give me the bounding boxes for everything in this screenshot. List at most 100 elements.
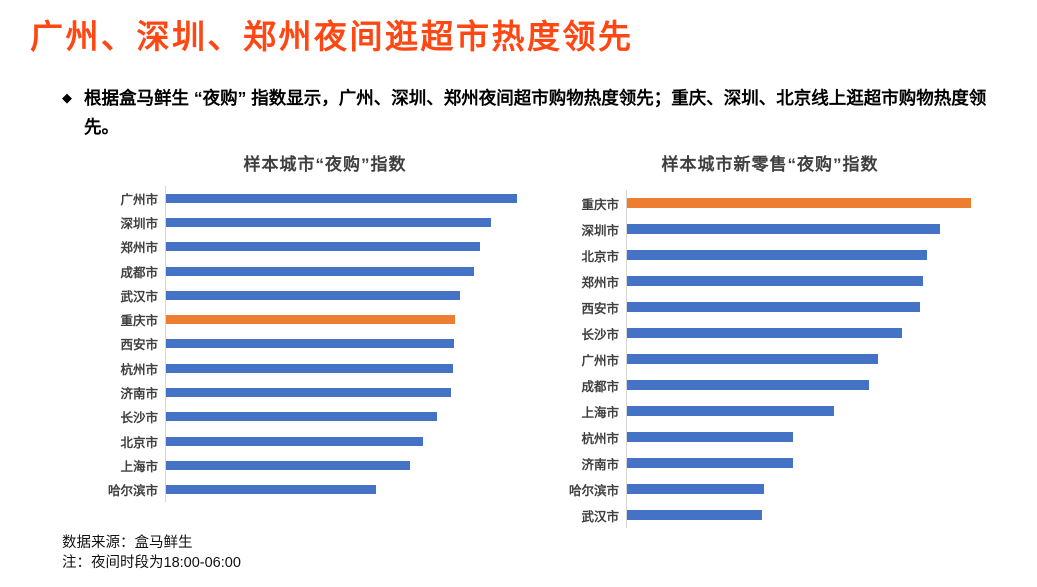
bar-track — [165, 186, 545, 211]
category-label: 哈尔滨市 — [107, 484, 158, 499]
chart-new-retail-night-purchase-index: 样本城市新零售“夜购”指数 重庆市深圳市北京市郑州市西安市长沙市广州市成都市上海… — [545, 150, 995, 528]
bar-track — [165, 331, 545, 357]
category-label: 长沙市 — [581, 327, 619, 342]
category-label: 西安市 — [120, 338, 158, 353]
chart-row: 长沙市 — [545, 320, 995, 346]
category-label: 郑州市 — [581, 275, 619, 290]
bar — [166, 217, 491, 227]
bar — [627, 458, 793, 468]
category-label: 武汉市 — [120, 289, 158, 304]
page-title: 广州、深圳、郑州夜间逛超市热度领先 — [30, 18, 634, 55]
chart-row: 深圳市 — [105, 210, 545, 235]
bar — [627, 432, 793, 442]
chart-row: 北京市 — [545, 242, 995, 268]
bar-track — [626, 242, 995, 268]
chart-row: 哈尔滨市 — [545, 476, 995, 502]
chart-row: 西安市 — [105, 331, 545, 357]
bullet-point: ◆ 根据盒马鲜生 “夜购” 指数显示，广州、深圳、郑州夜间超市购物热度领先；重庆… — [62, 84, 987, 141]
category-label: 重庆市 — [120, 314, 158, 329]
bar-track — [165, 283, 545, 308]
category-label: 杭州市 — [120, 362, 158, 377]
chart-row: 重庆市 — [545, 190, 995, 216]
bar — [627, 380, 870, 390]
category-label: 北京市 — [120, 435, 158, 450]
category-label: 深圳市 — [120, 216, 158, 231]
bar-track — [165, 258, 545, 284]
bar — [166, 436, 423, 446]
category-label: 哈尔滨市 — [568, 483, 619, 498]
bar — [166, 388, 451, 398]
chart-row: 深圳市 — [545, 216, 995, 242]
bar — [627, 484, 764, 494]
bar — [166, 460, 410, 470]
chart-row: 成都市 — [105, 258, 545, 284]
bar-track — [626, 476, 995, 502]
bar-track — [165, 404, 545, 429]
bar — [166, 339, 455, 349]
bar-track — [626, 346, 995, 372]
chart-plot-area-left: 广州市深圳市郑州市成都市武汉市重庆市西安市杭州市济南市长沙市北京市上海市哈尔滨市 — [105, 186, 545, 502]
bar — [627, 510, 762, 520]
bar-track — [626, 424, 995, 450]
chart-row: 上海市 — [545, 398, 995, 424]
chart-row: 郑州市 — [105, 234, 545, 259]
bar-track — [626, 268, 995, 294]
diamond-bullet-icon: ◆ — [62, 90, 72, 105]
bar-track — [626, 216, 995, 242]
bar — [627, 354, 878, 364]
bar — [627, 198, 971, 208]
category-label: 武汉市 — [581, 509, 619, 524]
bar-track — [165, 428, 545, 454]
bar — [627, 406, 835, 416]
chart-row: 重庆市 — [105, 307, 545, 332]
chart-row: 广州市 — [105, 186, 545, 211]
chart-row: 成都市 — [545, 372, 995, 398]
bar-track — [165, 453, 545, 478]
category-label: 长沙市 — [120, 411, 158, 426]
bar-track — [626, 398, 995, 424]
bar-track — [626, 450, 995, 476]
bar-track — [165, 477, 545, 502]
category-label: 西安市 — [581, 301, 619, 316]
data-source-note: 数据来源：盒马鲜生 — [62, 535, 193, 551]
chart-row: 郑州市 — [545, 268, 995, 294]
category-label: 成都市 — [120, 265, 158, 280]
category-label: 深圳市 — [581, 223, 619, 238]
bar — [166, 485, 376, 495]
category-label: 郑州市 — [120, 241, 158, 256]
bar-track — [165, 307, 545, 332]
category-label: 成都市 — [581, 379, 619, 394]
chart-row: 广州市 — [545, 346, 995, 372]
chart-row: 长沙市 — [105, 404, 545, 429]
bar-track — [165, 380, 545, 405]
chart-row: 武汉市 — [545, 502, 995, 528]
bullet-text: 根据盒马鲜生 “夜购” 指数显示，广州、深圳、郑州夜间超市购物热度领先；重庆、深… — [84, 88, 987, 137]
category-label: 广州市 — [581, 353, 619, 368]
bar — [166, 242, 481, 252]
bar — [166, 315, 456, 325]
chart-row: 武汉市 — [105, 283, 545, 308]
bar — [166, 193, 517, 203]
bar — [166, 412, 437, 422]
chart-title-right: 样本城市新零售“夜购”指数 — [661, 155, 879, 174]
chart-row: 济南市 — [105, 380, 545, 405]
bar-track — [626, 372, 995, 398]
bar-track — [165, 234, 545, 259]
chart-row: 济南市 — [545, 450, 995, 476]
chart-row: 杭州市 — [105, 356, 545, 381]
chart-title-left: 样本城市“夜购”指数 — [243, 155, 407, 174]
bar — [627, 276, 924, 286]
bar-track — [626, 294, 995, 320]
bar — [166, 363, 454, 373]
time-range-note: 注：夜间时段为18:00-06:00 — [62, 555, 241, 571]
chart-row: 北京市 — [105, 428, 545, 454]
chart-row: 杭州市 — [545, 424, 995, 450]
chart-row: 上海市 — [105, 453, 545, 478]
category-label: 杭州市 — [581, 431, 619, 446]
bar-track — [165, 210, 545, 235]
bar-track — [626, 190, 995, 216]
category-label: 济南市 — [120, 387, 158, 402]
bar — [627, 224, 940, 234]
category-label: 重庆市 — [581, 197, 619, 212]
